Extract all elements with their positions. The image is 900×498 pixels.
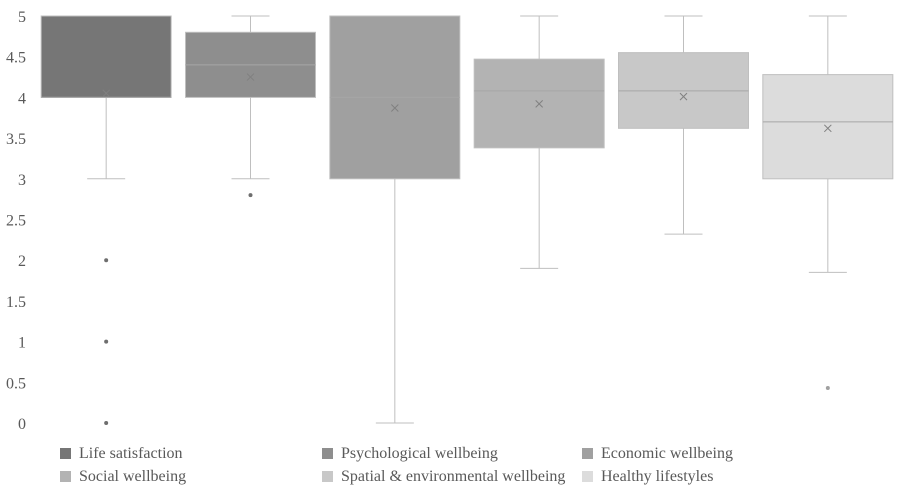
y-tick-label: 3 — [18, 172, 26, 189]
legend-label: Healthy lifestyles — [601, 467, 714, 485]
box-iqr — [762, 74, 894, 180]
legend-item-economic-wellbeing: Economic wellbeing — [582, 445, 733, 463]
legend-item-social-wellbeing: Social wellbeing — [60, 468, 322, 486]
y-tick-label: 1.5 — [6, 294, 26, 311]
outlier-point — [825, 385, 830, 390]
legend-item-life-satisfaction: Life satisfaction — [60, 445, 322, 463]
legend-item-spatial-environmental-wellbeing: Spatial & environmental wellbeing — [322, 468, 582, 486]
legend-label: Life satisfaction — [79, 444, 183, 462]
legend-label: Spatial & environmental wellbeing — [341, 467, 566, 485]
box-healthy-lifestyles — [762, 15, 894, 390]
y-axis: 0 0.5 1 1.5 2 2.5 3 3.5 4 4.5 5 — [6, 9, 26, 433]
legend-label: Psychological wellbeing — [341, 444, 498, 462]
y-tick-label: 5 — [18, 9, 26, 26]
legend-swatch — [322, 448, 333, 459]
legend-row-2: Social wellbeing Spatial & environmental… — [60, 465, 900, 488]
y-tick-label: 4.5 — [6, 50, 26, 67]
box-plot-chart: 0 0.5 1 1.5 2 2.5 3 3.5 4 4.5 5 — [6, 9, 894, 433]
legend-swatch — [582, 448, 593, 459]
legend-swatch — [60, 471, 71, 482]
legend-swatch — [322, 471, 333, 482]
mean-marker — [102, 89, 111, 98]
legend-label: Social wellbeing — [79, 467, 187, 485]
plot-area — [40, 15, 894, 425]
y-tick-label: 3.5 — [6, 131, 26, 148]
y-tick-label: 1 — [18, 335, 26, 352]
box-life-satisfaction — [40, 15, 172, 425]
outlier-point — [104, 258, 109, 263]
legend: Life satisfaction Psychological wellbein… — [60, 442, 900, 488]
y-tick-label: 2 — [18, 253, 26, 270]
legend-item-healthy-lifestyles: Healthy lifestyles — [582, 468, 713, 486]
y-tick-label: 0 — [18, 416, 26, 433]
y-tick-label: 2.5 — [6, 213, 26, 230]
legend-swatch — [60, 448, 71, 459]
outlier-point — [104, 339, 109, 344]
y-tick-label: 0.5 — [6, 375, 26, 392]
box-psychological-wellbeing — [185, 15, 316, 198]
legend-item-psychological-wellbeing: Psychological wellbeing — [322, 445, 582, 463]
mean-marker — [679, 92, 688, 101]
outlier-point — [248, 193, 253, 198]
mean-marker — [535, 100, 544, 108]
box-social-wellbeing — [473, 15, 605, 269]
mean-marker — [390, 104, 399, 112]
mean-marker — [823, 124, 832, 133]
box-iqr — [40, 15, 172, 98]
mean-marker — [246, 73, 255, 81]
legend-label: Economic wellbeing — [601, 444, 733, 462]
legend-row-1: Life satisfaction Psychological wellbein… — [60, 442, 900, 465]
legend-swatch — [582, 471, 593, 482]
box-economic-wellbeing — [329, 15, 461, 424]
y-tick-label: 4 — [18, 90, 26, 107]
box-spatial-environmental-wellbeing — [618, 15, 749, 235]
outlier-point — [104, 421, 109, 425]
